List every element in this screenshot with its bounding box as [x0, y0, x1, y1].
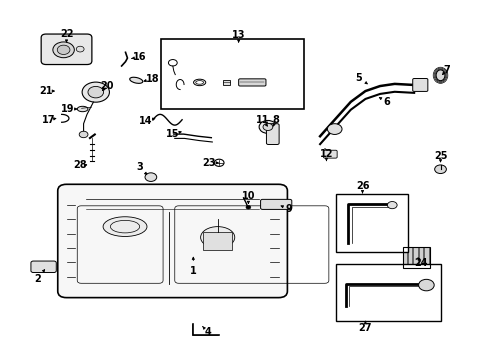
Circle shape: [53, 42, 74, 58]
Text: 5: 5: [355, 73, 362, 83]
Ellipse shape: [129, 77, 142, 84]
Circle shape: [263, 123, 272, 131]
Text: 15: 15: [165, 129, 179, 139]
Text: 10: 10: [241, 191, 255, 201]
Text: 2: 2: [34, 274, 41, 284]
Text: 24: 24: [413, 258, 427, 268]
Text: 19: 19: [61, 104, 75, 114]
Text: 27: 27: [358, 323, 371, 333]
Text: 1: 1: [189, 266, 196, 276]
Text: 28: 28: [73, 160, 86, 170]
Circle shape: [79, 131, 88, 138]
Circle shape: [418, 279, 433, 291]
Text: 23: 23: [202, 158, 216, 168]
Text: 14: 14: [139, 116, 152, 126]
Ellipse shape: [435, 70, 444, 81]
Ellipse shape: [200, 226, 234, 248]
Bar: [335, 194, 407, 252]
Bar: [402, 247, 428, 267]
Text: 25: 25: [433, 150, 447, 161]
Circle shape: [245, 206, 250, 209]
Text: 11: 11: [256, 115, 269, 125]
FancyBboxPatch shape: [260, 199, 291, 210]
Bar: [160, 39, 304, 109]
Circle shape: [57, 45, 70, 54]
Text: 12: 12: [319, 149, 332, 159]
Circle shape: [82, 82, 109, 102]
Bar: [335, 264, 440, 320]
Ellipse shape: [195, 81, 203, 84]
Ellipse shape: [103, 217, 147, 237]
FancyBboxPatch shape: [58, 184, 287, 298]
Bar: [203, 232, 232, 250]
Bar: [423, 247, 427, 267]
Text: 18: 18: [146, 74, 159, 84]
Text: 6: 6: [383, 97, 389, 107]
Text: 20: 20: [100, 81, 114, 91]
Circle shape: [386, 202, 396, 209]
FancyBboxPatch shape: [323, 150, 336, 158]
FancyBboxPatch shape: [238, 79, 265, 86]
Bar: [413, 247, 417, 267]
Circle shape: [434, 165, 446, 174]
Text: 17: 17: [41, 115, 55, 125]
Text: 26: 26: [355, 181, 368, 192]
Circle shape: [88, 86, 103, 98]
FancyBboxPatch shape: [41, 34, 92, 64]
FancyBboxPatch shape: [266, 124, 279, 144]
Circle shape: [145, 173, 157, 181]
Bar: [402, 247, 407, 267]
Text: 4: 4: [204, 327, 211, 337]
Circle shape: [214, 159, 224, 166]
Bar: [407, 247, 412, 267]
Circle shape: [76, 46, 84, 52]
Bar: [222, 80, 230, 85]
Text: 9: 9: [285, 204, 292, 215]
Text: 16: 16: [133, 52, 146, 62]
Ellipse shape: [110, 220, 140, 233]
FancyBboxPatch shape: [412, 78, 427, 91]
Ellipse shape: [77, 106, 88, 112]
FancyBboxPatch shape: [31, 261, 56, 273]
Text: 21: 21: [39, 86, 52, 96]
Ellipse shape: [193, 79, 205, 86]
Text: 3: 3: [136, 162, 143, 172]
Text: 22: 22: [60, 29, 73, 39]
Text: 7: 7: [443, 64, 449, 75]
Bar: [418, 247, 422, 267]
Text: 13: 13: [231, 30, 245, 40]
Circle shape: [327, 124, 341, 134]
Text: 8: 8: [272, 115, 279, 125]
Circle shape: [259, 121, 276, 134]
